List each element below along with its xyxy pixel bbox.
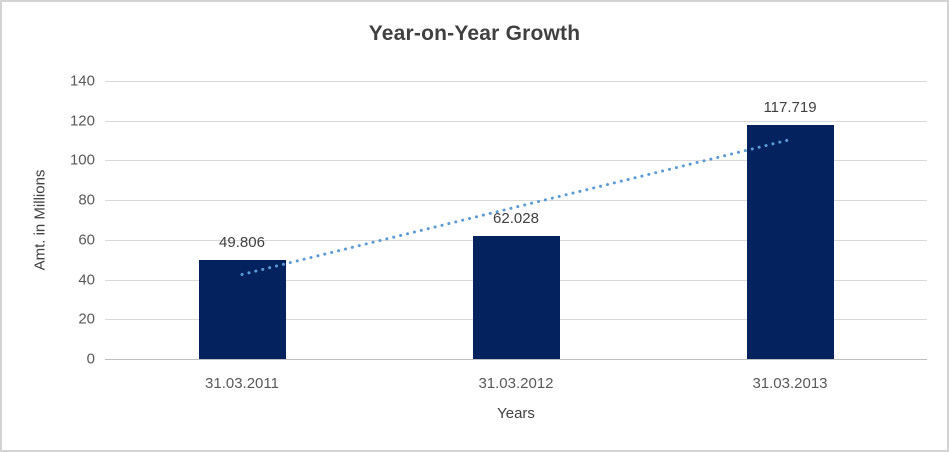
x-axis-title: Years [497, 405, 535, 422]
bar [472, 235, 560, 359]
bar [198, 260, 286, 359]
bar [746, 125, 834, 359]
x-tick-label: 31.03.2012 [478, 375, 554, 392]
chart-title: Year-on-Year Growth [368, 22, 581, 45]
y-axis-title: Amt. in Millions [31, 169, 49, 271]
y-tick-label: 40 [78, 271, 95, 289]
x-tick-label: 31.03.2011 [205, 375, 279, 392]
y-tick-label: 80 [78, 191, 95, 209]
x-axis-line [105, 359, 927, 360]
y-tick-label: 140 [69, 72, 95, 90]
x-tick-label: 31.03.2013 [752, 375, 828, 392]
y-tick-label: 120 [69, 112, 95, 130]
gridline [105, 81, 927, 82]
data-label: 49.806 [219, 234, 265, 252]
y-tick-label: 60 [78, 231, 95, 249]
data-label: 62.028 [493, 209, 539, 227]
y-tick-label: 100 [69, 151, 95, 169]
gridline [105, 120, 927, 122]
y-tick-label: 0 [86, 350, 95, 368]
data-label: 117.719 [763, 99, 817, 117]
y-tick-label: 20 [78, 310, 95, 328]
